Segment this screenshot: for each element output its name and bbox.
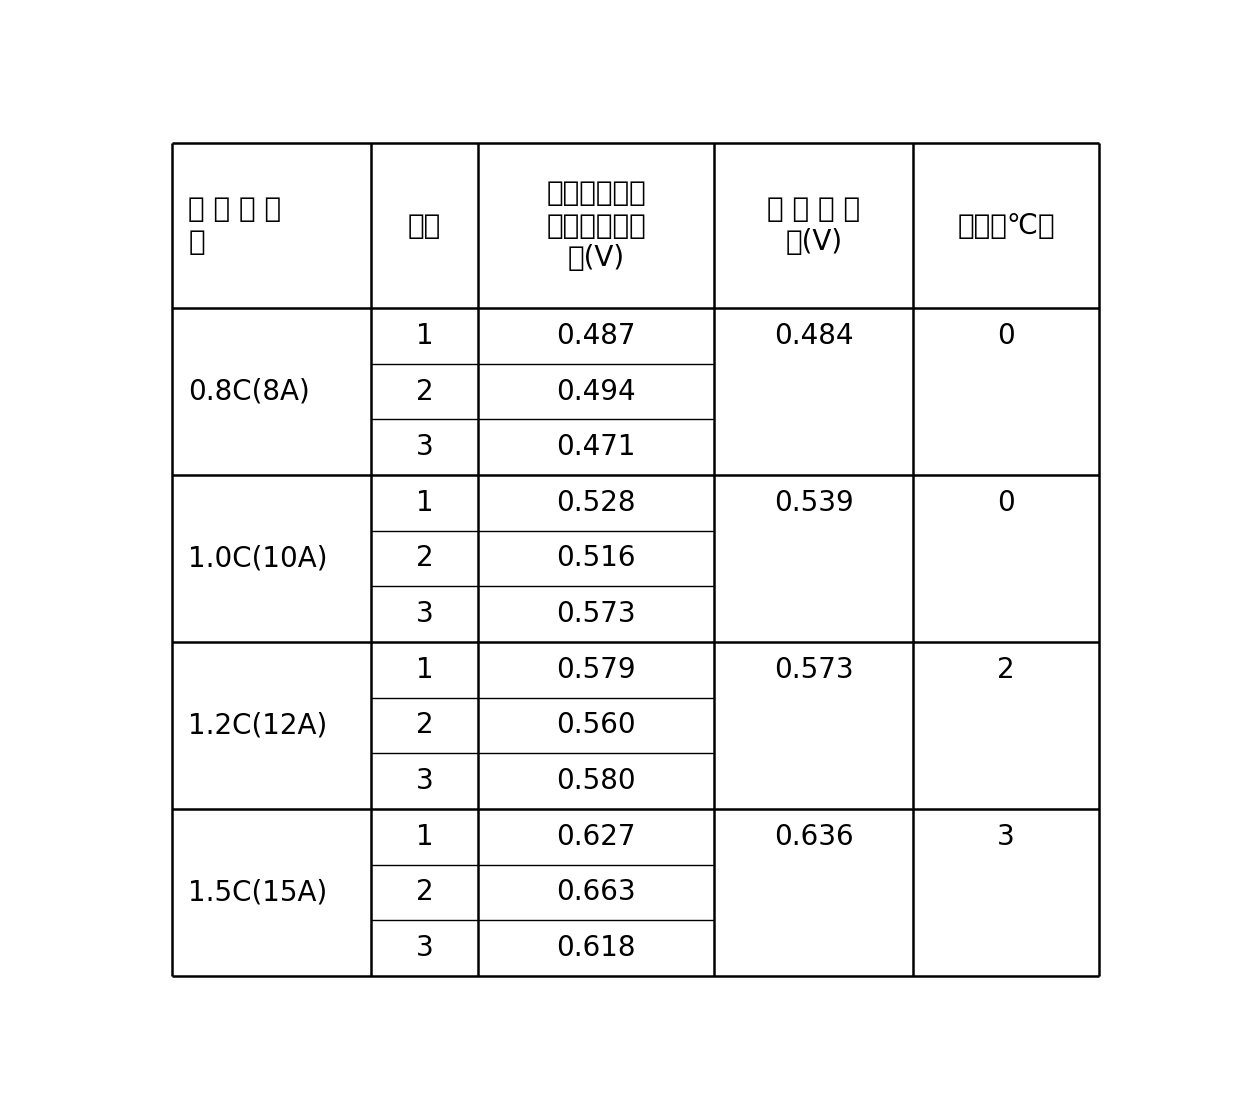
Text: 0.627: 0.627 — [557, 823, 636, 851]
Text: 0.539: 0.539 — [774, 489, 853, 516]
Text: 0.484: 0.484 — [774, 322, 853, 350]
Text: 3: 3 — [997, 823, 1014, 851]
Text: 2: 2 — [415, 879, 434, 906]
Text: 0.579: 0.579 — [557, 656, 636, 684]
Text: 0.471: 0.471 — [557, 433, 636, 461]
Text: 0.494: 0.494 — [557, 378, 636, 406]
Text: 1: 1 — [415, 656, 434, 684]
Text: 3: 3 — [415, 934, 434, 962]
Text: 0.618: 0.618 — [557, 934, 636, 962]
Text: 脉冲放电前后: 脉冲放电前后 — [547, 179, 646, 207]
Text: 2: 2 — [415, 544, 434, 573]
Text: 0.573: 0.573 — [557, 601, 636, 628]
Text: 2: 2 — [415, 378, 434, 406]
Text: 1: 1 — [415, 489, 434, 516]
Text: 0.516: 0.516 — [557, 544, 636, 573]
Text: 0.636: 0.636 — [774, 823, 853, 851]
Text: 值(V): 值(V) — [785, 228, 842, 256]
Text: 0: 0 — [997, 489, 1014, 516]
Text: 0.580: 0.580 — [557, 767, 636, 796]
Text: 3: 3 — [415, 601, 434, 628]
Text: 0.560: 0.560 — [557, 711, 636, 739]
Text: 1.2C(12A): 1.2C(12A) — [188, 711, 327, 739]
Text: 压 降 平 均: 压 降 平 均 — [768, 195, 861, 224]
Text: 温升（℃）: 温升（℃） — [957, 212, 1055, 239]
Text: 1.0C(10A): 1.0C(10A) — [188, 544, 327, 573]
Text: 1: 1 — [415, 322, 434, 350]
Text: 0.573: 0.573 — [774, 656, 853, 684]
Text: 2: 2 — [415, 711, 434, 739]
Text: 3: 3 — [415, 433, 434, 461]
Text: 2: 2 — [997, 656, 1014, 684]
Text: 次序: 次序 — [408, 212, 441, 239]
Text: 0.663: 0.663 — [557, 879, 636, 906]
Text: 0.528: 0.528 — [557, 489, 636, 516]
Text: 电池端电压压: 电池端电压压 — [547, 212, 646, 239]
Text: 3: 3 — [415, 767, 434, 796]
Text: 0.487: 0.487 — [557, 322, 636, 350]
Text: 1: 1 — [415, 823, 434, 851]
Text: 0.8C(8A): 0.8C(8A) — [188, 378, 310, 406]
Text: 值: 值 — [188, 228, 205, 256]
Text: 降(V): 降(V) — [568, 244, 625, 273]
Text: 0: 0 — [997, 322, 1014, 350]
Text: 1.5C(15A): 1.5C(15A) — [188, 879, 327, 906]
Text: 负 脉 冲 幅: 负 脉 冲 幅 — [188, 195, 281, 224]
